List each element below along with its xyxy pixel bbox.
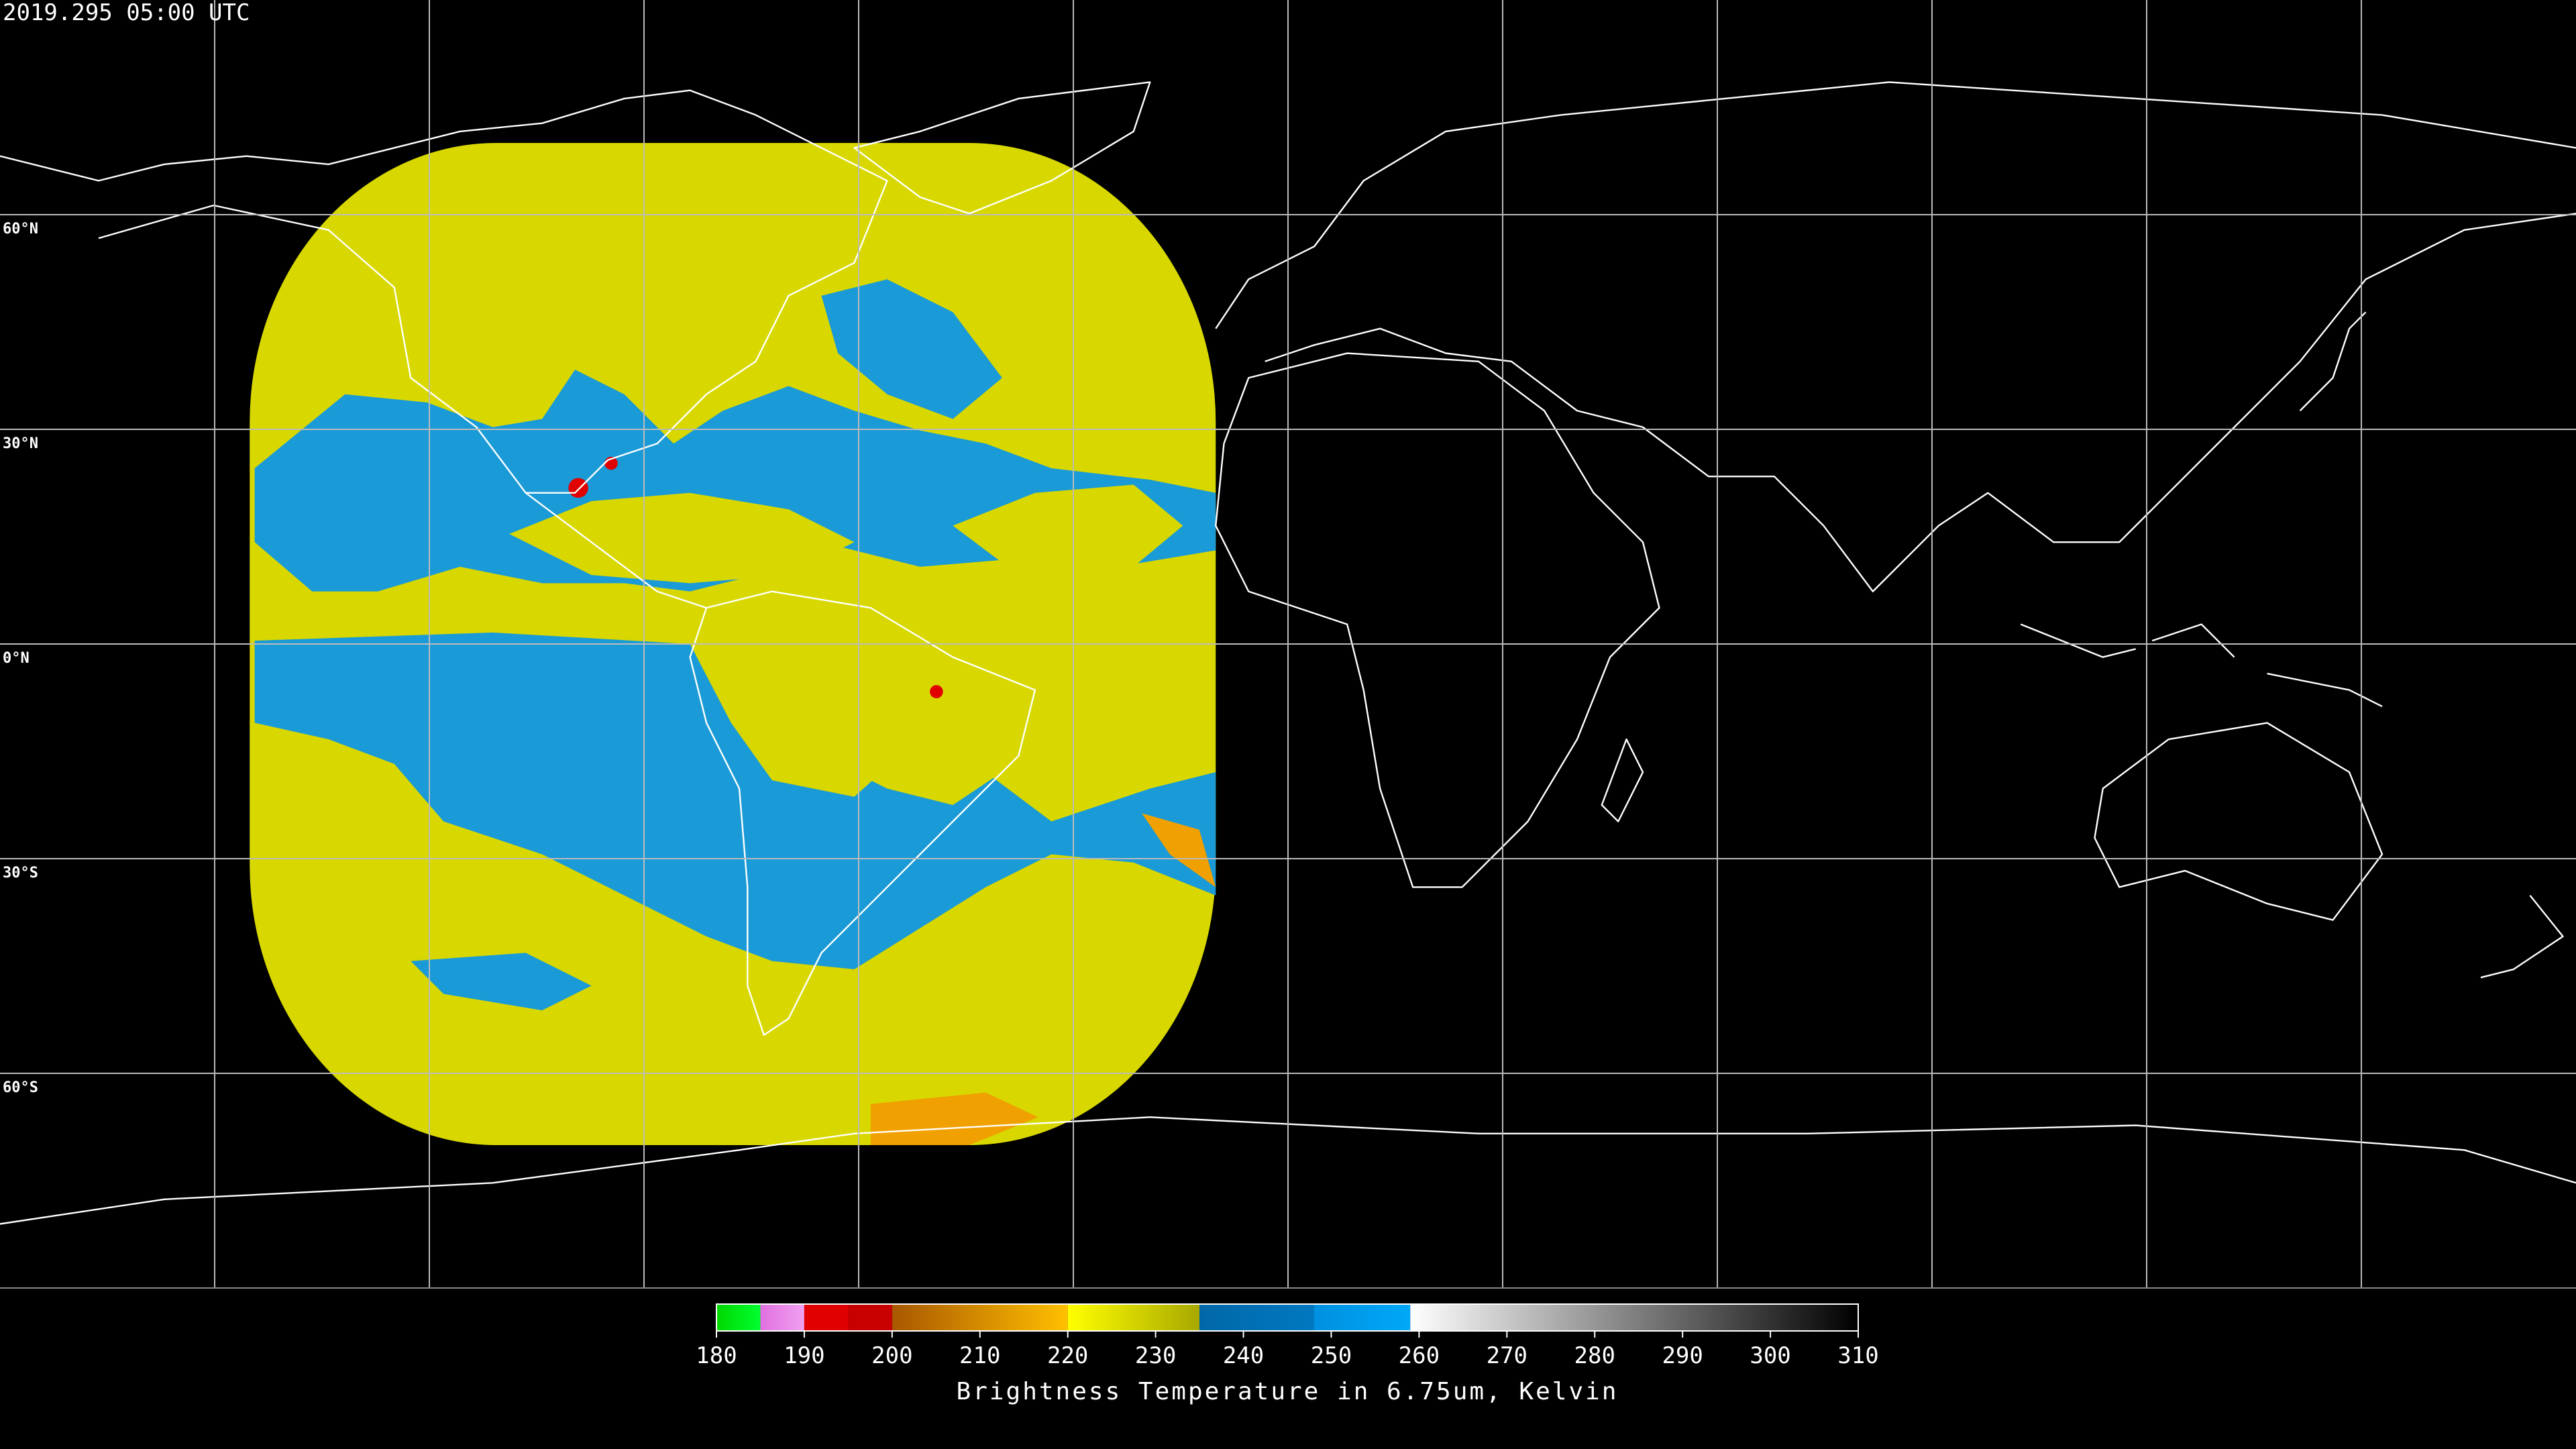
image-red-spot [568, 478, 588, 498]
colorbar-frame [716, 1303, 1859, 1332]
colorbar-segment [760, 1304, 804, 1331]
colorbar-segment [1067, 1304, 1200, 1331]
image-orange-antarctic [870, 1092, 1038, 1145]
image-blue-southwest [411, 953, 592, 1011]
colorbar-segment [804, 1304, 849, 1331]
colorbar-segment [848, 1304, 892, 1331]
colorbar-tick-label: 300 [1750, 1342, 1790, 1369]
coast-madagascar [1602, 739, 1643, 821]
latitude-label: 60°N [3, 221, 38, 237]
latitude-label: 0°N [3, 650, 30, 667]
colorbar-tick-label: 230 [1135, 1342, 1176, 1369]
colorbar: 180 190 200 210 220 230 240 250 260 270 280 290 300 3… [696, 1303, 1879, 1405]
colorbar-tick-label: 250 [1311, 1342, 1352, 1369]
image-blue-south [254, 632, 1216, 969]
image-yellow-caribbean [509, 492, 855, 584]
image-blue-atlantic [821, 279, 1002, 419]
coastlines [0, 82, 2576, 1224]
colorbar-tick-label: 290 [1662, 1342, 1703, 1369]
timestamp: 2019.295 05:00 UTC [3, 0, 250, 26]
colorbar-segment [892, 1304, 1068, 1331]
latitude-label: 30°S [3, 865, 38, 881]
colorbar-segment [716, 1304, 761, 1331]
latitude-label: 30°N [3, 435, 38, 452]
colorbar-tick-label: 270 [1487, 1342, 1527, 1369]
coast-greenland [854, 82, 1150, 213]
colorbar-label: Brightness Temperature in 6.75um, Kelvin [957, 1378, 1619, 1405]
colorbar-tick-label: 180 [696, 1342, 737, 1369]
graticule [0, 0, 2576, 1289]
colorbar-tick-label: 310 [1837, 1342, 1878, 1369]
coast-central-america [526, 493, 706, 608]
coast-eurasia [1216, 82, 2576, 591]
colorbar-tick-label: 220 [1047, 1342, 1088, 1369]
colorbar-segment [1313, 1304, 1411, 1331]
colorbar-segment [1410, 1304, 1858, 1331]
colorbar-tick-label: 280 [1574, 1342, 1615, 1369]
coast-new-zealand [2481, 896, 2563, 977]
coast-japan [2300, 312, 2366, 411]
image-yellow-amazon [722, 608, 1019, 806]
latitude-labels: 60°N 30°N 0°N 30°S 60°S [3, 221, 38, 1096]
latitude-label: 60°S [3, 1079, 38, 1096]
coast-indonesia [2021, 625, 2382, 706]
coast-australia [2094, 723, 2382, 920]
colorbar-tick-label: 200 [871, 1342, 912, 1369]
coast-south-america [690, 592, 1035, 1035]
colorbar-tick-label: 190 [784, 1342, 824, 1369]
image-red-spot [930, 685, 943, 698]
colorbar-segment [1199, 1304, 1314, 1331]
colorbar-tick-label: 260 [1399, 1342, 1440, 1369]
image-orange-south [1142, 813, 1216, 888]
colorbar-tick-label: 210 [959, 1342, 1000, 1369]
colorbar-tick-label: 240 [1223, 1342, 1264, 1369]
coast-antarctica [0, 1117, 2576, 1224]
coast-africa [1216, 354, 1659, 888]
coast-north-america [0, 91, 887, 493]
image-yellow-atlantic [953, 484, 1183, 576]
